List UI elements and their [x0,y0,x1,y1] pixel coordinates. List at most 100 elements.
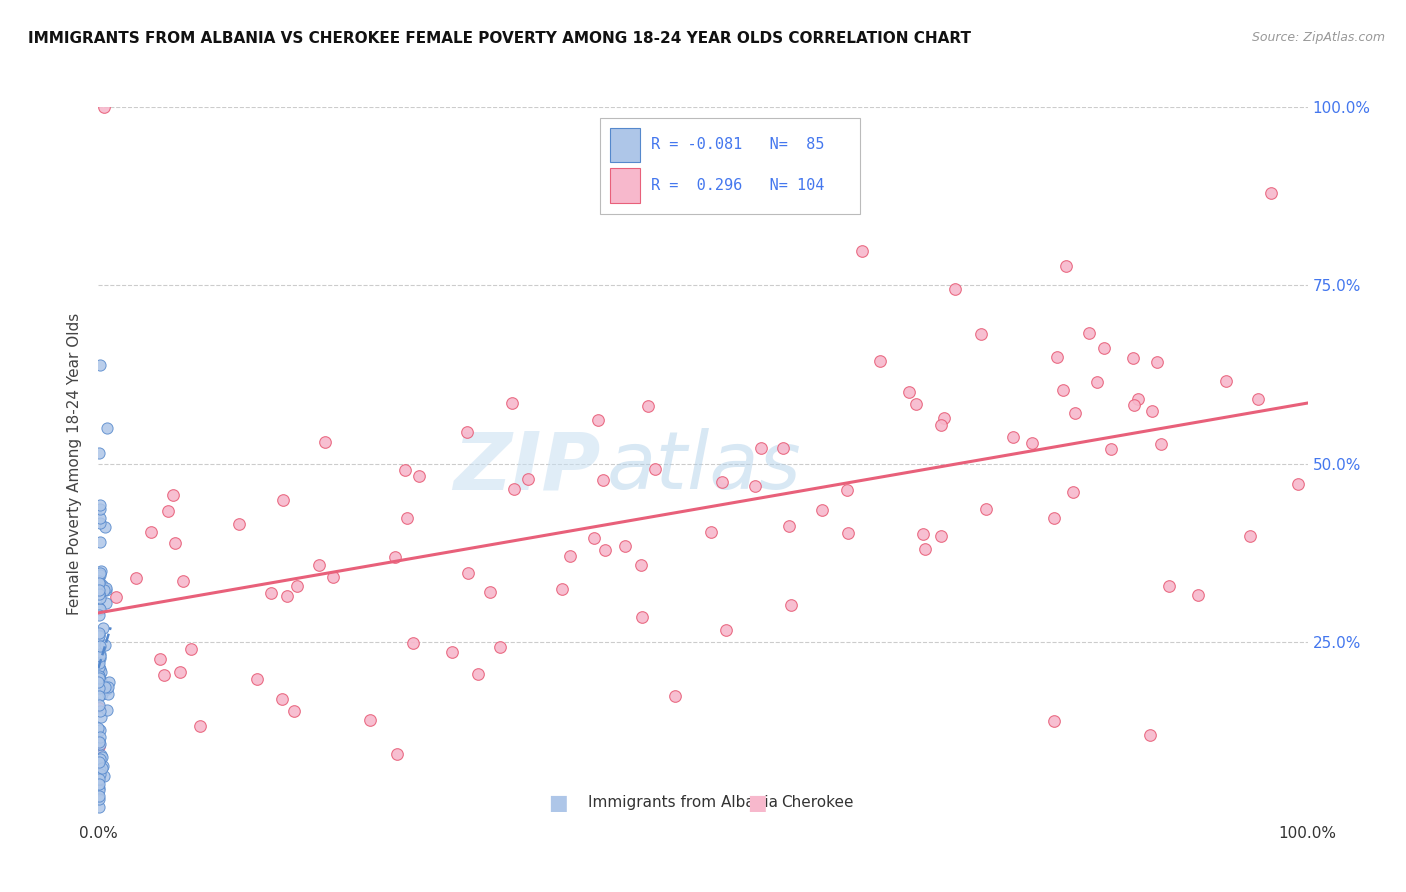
Point [614,539,637,553]
Point [551,582,574,596]
Point [394,463,416,477]
Point [586,413,609,427]
Point [93,582,115,597]
Point [87,681,110,696]
Point [96,421,118,435]
Point [479,585,502,599]
Point [149,652,172,666]
Point [90,665,112,679]
Point [87,772,110,787]
Point [89,671,111,685]
Point [710,475,733,490]
Point [89,730,111,744]
FancyBboxPatch shape [600,118,860,214]
Point [780,598,803,612]
Point [87,735,110,749]
Point [283,704,305,718]
Point [90,761,112,775]
Point [1239,528,1261,542]
Point [89,701,111,715]
Point [188,719,211,733]
Point [1042,510,1064,524]
Point [89,650,111,665]
Point [89,582,111,597]
Point [157,503,180,517]
Point [89,628,111,642]
Point [1052,383,1074,397]
Point [929,418,952,433]
Point [851,244,873,259]
Point [87,659,110,673]
Point [87,576,110,591]
Point [87,654,110,668]
Point [89,358,111,372]
Point [93,100,115,114]
Point [93,759,115,773]
Point [1139,728,1161,742]
Point [1063,407,1085,421]
Point [90,564,112,578]
Point [1157,579,1180,593]
Point [912,526,935,541]
Point [744,478,766,492]
Point [276,589,298,603]
Point [1099,442,1122,457]
Point [969,326,991,341]
Point [1247,392,1270,406]
Point [87,777,110,791]
Text: ■: ■ [548,793,568,813]
Point [402,636,425,650]
Point [489,640,512,654]
Point [96,681,118,696]
Point [93,769,115,783]
Point [89,668,111,682]
Point [408,468,430,483]
Point [1123,398,1146,412]
Text: R =  0.296   N= 104: R = 0.296 N= 104 [651,178,824,193]
Text: atlas: atlas [606,428,801,507]
Point [96,703,118,717]
Text: ■: ■ [748,793,768,813]
Point [714,623,737,637]
Point [457,566,479,580]
Point [89,446,111,460]
Point [228,517,250,532]
Point [89,792,111,806]
Point [592,473,614,487]
Point [1042,714,1064,728]
Point [125,571,148,585]
Point [271,492,294,507]
Point [87,739,110,754]
Point [87,669,110,683]
Point [387,747,409,761]
Point [87,663,110,677]
Point [89,789,111,803]
Point [89,782,111,797]
Point [153,668,176,682]
Point [87,800,110,814]
Point [778,519,800,533]
Point [772,442,794,456]
Point [89,534,111,549]
Point [395,510,418,524]
Point [931,529,953,543]
Point [1122,351,1144,365]
Point [837,483,859,497]
Point [384,550,406,565]
Point [440,645,463,659]
Point [91,577,114,591]
Point [90,748,112,763]
Point [89,680,111,694]
Point [89,640,111,654]
Point [90,710,112,724]
Point [1085,375,1108,389]
Point [558,549,581,563]
Point [139,525,162,540]
Point [169,665,191,680]
Point [932,411,955,425]
Bar [610,128,640,162]
Point [631,610,654,624]
Point [89,568,111,582]
Point [89,498,111,512]
Point [517,472,540,486]
